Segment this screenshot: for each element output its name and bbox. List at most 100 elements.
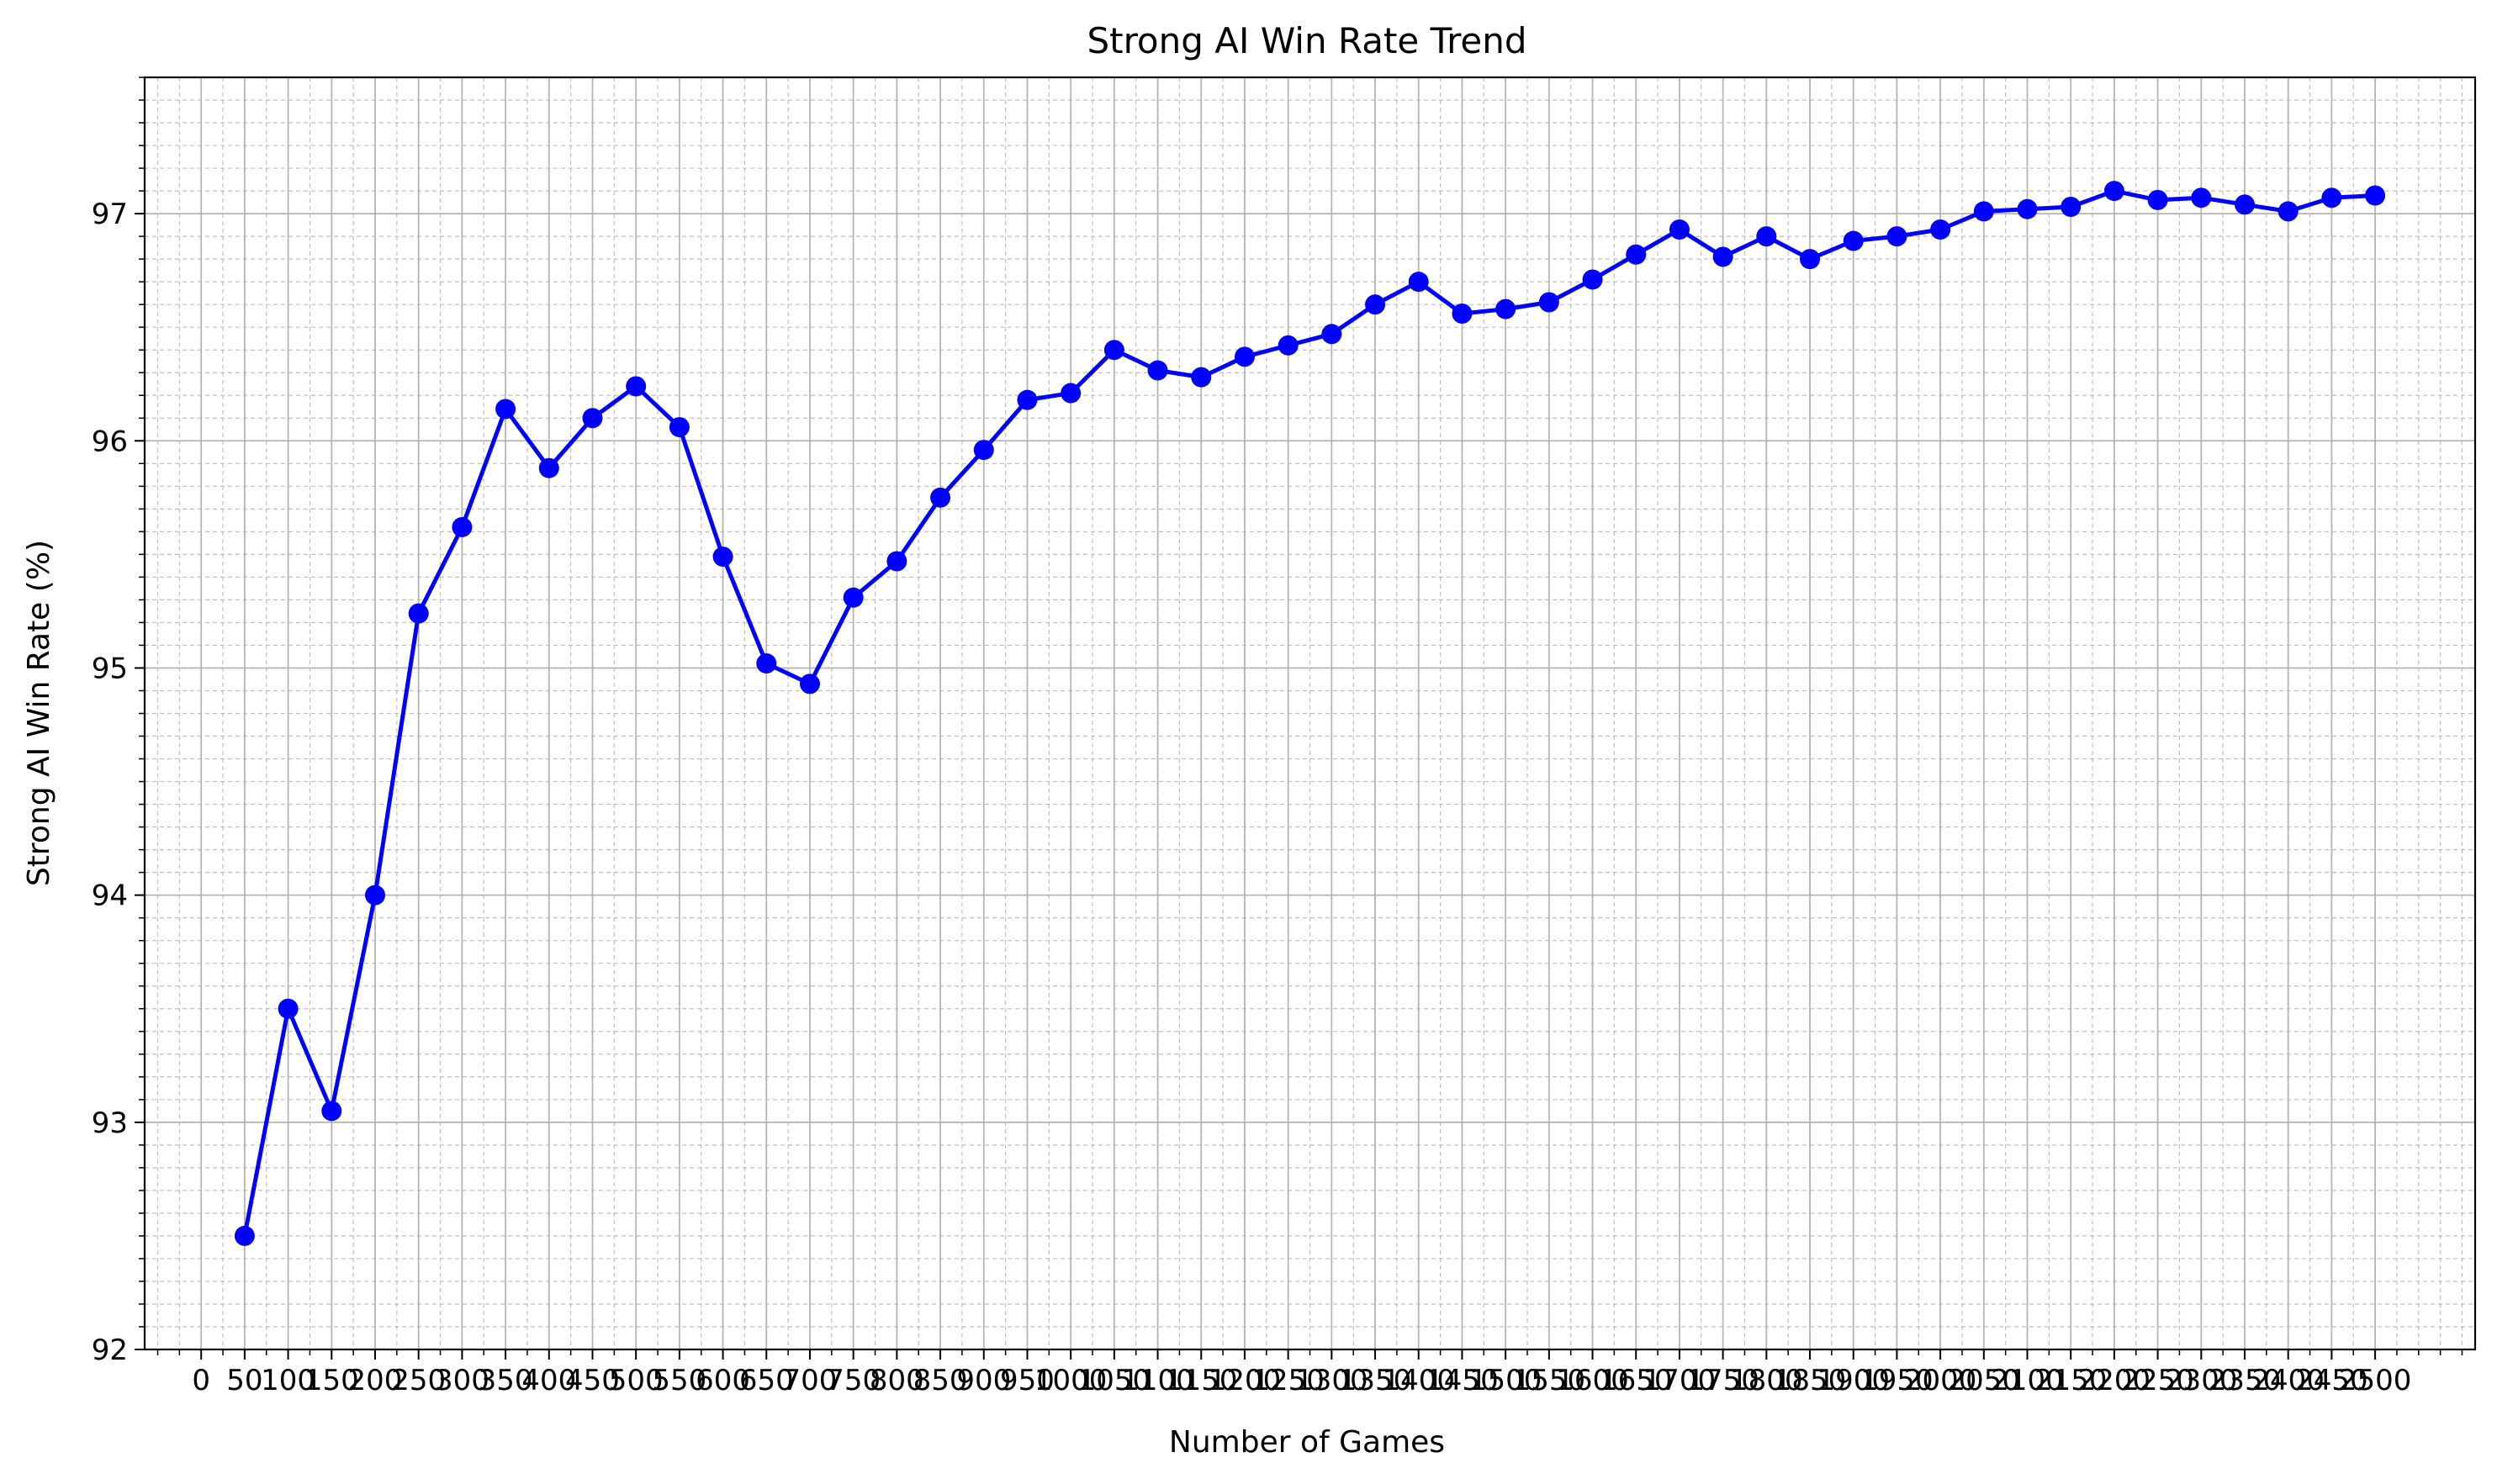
- x-tick-label: 2050: [1948, 1364, 2021, 1397]
- x-tick-label: 1000: [1034, 1364, 1108, 1397]
- x-tick-label: 900: [956, 1364, 1011, 1397]
- x-tick-label: 650: [739, 1364, 794, 1397]
- x-tick-label: 2150: [2034, 1364, 2108, 1397]
- x-tick-label: 1200: [1209, 1364, 1282, 1397]
- data-point: [538, 457, 559, 478]
- x-tick-label: 2400: [2251, 1364, 2325, 1397]
- x-tick-label: 2200: [2078, 1364, 2151, 1397]
- x-tick-label: 1500: [1469, 1364, 1542, 1397]
- x-tick-label: 1650: [1600, 1364, 1673, 1397]
- x-tick-label: 1800: [1730, 1364, 1803, 1397]
- data-point: [321, 1101, 342, 1122]
- data-point: [2277, 201, 2299, 222]
- data-point: [1408, 272, 1429, 293]
- x-tick-label: 150: [304, 1364, 359, 1397]
- x-tick-label: 800: [870, 1364, 924, 1397]
- data-point: [2061, 197, 2082, 218]
- x-tick-label: 0: [192, 1364, 210, 1397]
- y-tick-label: 92: [92, 1333, 128, 1367]
- x-tick-label: 1950: [1860, 1364, 1934, 1397]
- x-tick-label: 100: [261, 1364, 315, 1397]
- data-point: [2017, 198, 2038, 219]
- x-tick-label: 450: [565, 1364, 620, 1397]
- x-tick-label: 850: [913, 1364, 968, 1397]
- data-point: [1365, 294, 1386, 315]
- y-tick-label: 94: [92, 879, 128, 913]
- x-axis-label: Number of Games: [1169, 1425, 1445, 1460]
- x-tick-label: 1050: [1078, 1364, 1151, 1397]
- x-tick-label: 1600: [1556, 1364, 1629, 1397]
- data-point: [234, 1225, 255, 1246]
- data-point: [495, 399, 516, 420]
- data-point: [1626, 244, 1647, 265]
- x-tick-label: 200: [348, 1364, 403, 1397]
- data-series: [234, 181, 2386, 1246]
- x-tick-label: 1400: [1382, 1364, 1455, 1397]
- data-point: [1669, 219, 1690, 240]
- x-tick-label: 600: [696, 1364, 750, 1397]
- data-point: [1843, 230, 1864, 251]
- data-point: [886, 551, 907, 572]
- x-tick-label: 1850: [1774, 1364, 1847, 1397]
- data-point: [973, 440, 994, 461]
- data-point: [1278, 335, 1299, 356]
- data-point: [2235, 194, 2256, 215]
- x-tick-label: 1150: [1165, 1364, 1238, 1397]
- x-tick-label: 1100: [1121, 1364, 1194, 1397]
- data-point: [756, 653, 777, 674]
- x-tick-label: 2100: [1991, 1364, 2064, 1397]
- data-point: [1712, 246, 1733, 267]
- data-point: [1147, 360, 1168, 381]
- axis-ticks: [135, 77, 2463, 1360]
- x-tick-label: 400: [521, 1364, 576, 1397]
- y-tick-label: 93: [92, 1106, 128, 1140]
- data-point: [582, 408, 603, 429]
- y-tick-label: 95: [92, 652, 128, 685]
- data-point: [1321, 324, 1342, 345]
- x-tick-label: 950: [1000, 1364, 1055, 1397]
- data-point: [1103, 340, 1124, 361]
- data-point: [2365, 185, 2386, 206]
- x-tick-label: 2000: [1904, 1364, 1977, 1397]
- data-point: [1800, 249, 1821, 270]
- major-gridlines: [145, 77, 2475, 1350]
- x-tick-label: 2450: [2295, 1364, 2368, 1397]
- x-tick-label: 1250: [1251, 1364, 1325, 1397]
- data-point: [2191, 187, 2212, 209]
- x-tick-label: 300: [435, 1364, 489, 1397]
- x-tick-label: 2350: [2209, 1364, 2282, 1397]
- x-tick-label: 2500: [2339, 1364, 2412, 1397]
- y-axis-label: Strong AI Win Rate (%): [22, 540, 56, 886]
- data-point: [1061, 383, 1082, 404]
- data-point: [1756, 226, 1777, 247]
- data-point: [1017, 389, 1038, 410]
- data-point: [799, 673, 820, 694]
- data-point: [1538, 292, 1559, 313]
- x-tick-label: 250: [391, 1364, 446, 1397]
- data-point: [2103, 181, 2124, 202]
- data-point: [1582, 269, 1603, 290]
- x-tick-label: 1750: [1686, 1364, 1759, 1397]
- data-point: [408, 603, 429, 624]
- x-tick-label: 1300: [1295, 1364, 1368, 1397]
- x-tick-label: 1450: [1426, 1364, 1499, 1397]
- x-tick-label: 750: [826, 1364, 881, 1397]
- data-point: [669, 417, 690, 438]
- data-point: [626, 376, 647, 397]
- data-point: [1973, 201, 1994, 222]
- x-tick-label: 550: [652, 1364, 706, 1397]
- tick-labels: 0 501001502002503003504004505005506006507…: [92, 198, 2412, 1397]
- x-tick-label: 700: [783, 1364, 838, 1397]
- data-point: [364, 885, 385, 906]
- data-point: [1930, 219, 1951, 240]
- data-point: [278, 998, 299, 1019]
- data-point: [1495, 298, 1516, 320]
- chart-title: Strong AI Win Rate Trend: [1087, 20, 1526, 61]
- y-tick-label: 97: [92, 198, 128, 231]
- data-point: [712, 547, 733, 568]
- x-tick-label: 500: [609, 1364, 664, 1397]
- data-point: [452, 516, 473, 537]
- data-point: [843, 587, 864, 608]
